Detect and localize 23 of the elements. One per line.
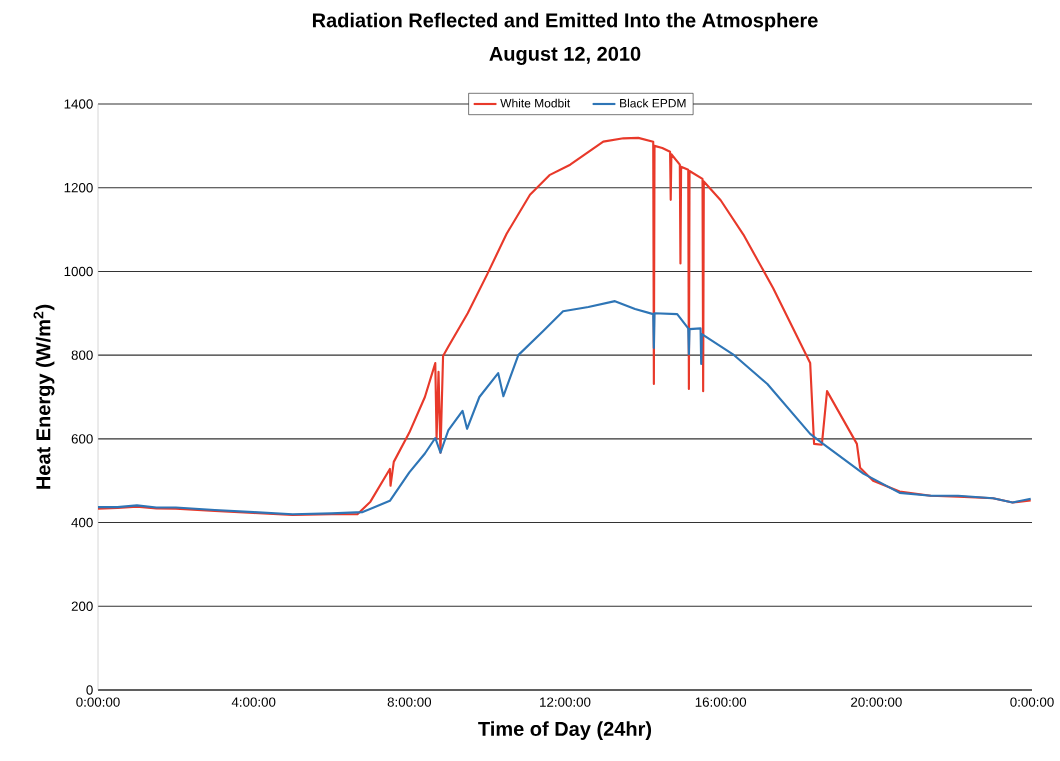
x-tick-label: 12:00:00 bbox=[540, 697, 591, 707]
y-tick-label: 1400 bbox=[64, 99, 93, 109]
x-tick-label: 0:00:00 bbox=[76, 697, 120, 707]
x-tick-label: 8:00:00 bbox=[387, 697, 432, 707]
chart-title: Radiation Reflected and Emitted Into the Atmosphere bbox=[312, 12, 818, 32]
x-tick-label: 0:00:00 bbox=[1010, 697, 1054, 707]
y-tick-label: 1000 bbox=[64, 266, 93, 277]
x-tick-label: 16:00:00 bbox=[695, 697, 747, 707]
x-tick-label: 20:00:00 bbox=[851, 697, 902, 707]
y-tick-label: 200 bbox=[71, 601, 93, 611]
legend-label: Black EPDM bbox=[620, 98, 686, 108]
line-series bbox=[96, 300, 1032, 516]
y-tick-label: 800 bbox=[71, 350, 93, 360]
line-series bbox=[96, 136, 1032, 517]
y-tick-label: 1200 bbox=[64, 182, 93, 193]
x-axis-title: Time of Day (24hr) bbox=[478, 721, 652, 740]
legend-label: White Modbit bbox=[500, 98, 571, 108]
x-tick-label: 4:00:00 bbox=[231, 697, 276, 707]
chart-subtitle: August 12, 2010 bbox=[489, 46, 641, 65]
y-tick-label: 600 bbox=[71, 434, 93, 444]
y-axis-title: Heat Energy (W/m$^{2}$) bbox=[33, 304, 55, 489]
y-tick-label: 0 bbox=[86, 685, 93, 695]
y-tick-label: 400 bbox=[71, 517, 93, 528]
